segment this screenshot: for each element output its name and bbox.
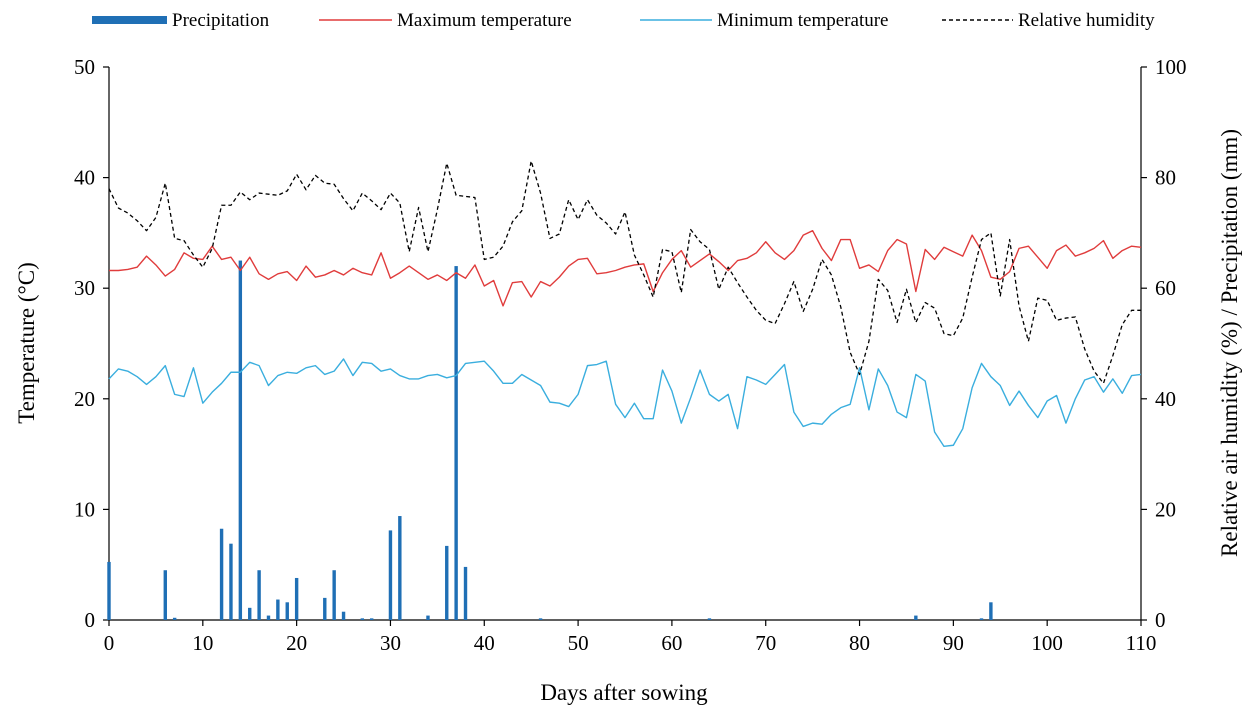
- precipitation-bar: [914, 615, 918, 620]
- x-tick-label: 40: [474, 631, 495, 655]
- minimum-temperature-line: [108, 358, 1142, 448]
- x-axis-title: Days after sowing: [540, 680, 708, 705]
- x-tick-label: 80: [849, 631, 870, 655]
- legend-label-maximum-temperature: Maximum temperature: [397, 10, 572, 31]
- legend-swatch-precipitation: [92, 16, 167, 24]
- legend-label-precipitation: Precipitation: [172, 10, 270, 31]
- relative-humidity-line: [108, 160, 1141, 384]
- precipitation-bar: [257, 570, 261, 620]
- precipitation-bar: [229, 543, 233, 620]
- precipitation-bar: [172, 617, 177, 620]
- y-tick-label-left: 0: [85, 608, 96, 632]
- y-axis-left-title: Temperature (°C): [14, 262, 39, 423]
- precipitation-bar: [219, 528, 224, 620]
- y-tick-label-right: 100: [1155, 55, 1187, 79]
- x-tick-label: 0: [104, 631, 115, 655]
- legend-label-minimum-temperature: Minimum temperature: [717, 10, 888, 31]
- precipitation-bar: [538, 618, 543, 620]
- precipitation-bar: [463, 566, 468, 620]
- y-tick-label-right: 80: [1155, 166, 1176, 190]
- y-tick-label-right: 20: [1155, 497, 1176, 521]
- series-lines: [108, 160, 1142, 448]
- y-tick-label-right: 0: [1155, 608, 1166, 632]
- x-tick-label: 30: [380, 631, 401, 655]
- y-tick-label-left: 50: [74, 55, 95, 79]
- y-tick-label-right: 40: [1155, 387, 1176, 411]
- x-tick-label: 100: [1031, 631, 1063, 655]
- precipitation-bar: [248, 607, 252, 620]
- y-axis-right-title: Relative air humidity (%) / Precipitatio…: [1217, 129, 1242, 557]
- precipitation-bar: [388, 530, 393, 620]
- precipitation-bar: [369, 618, 374, 620]
- x-tick-label: 50: [568, 631, 589, 655]
- precipitation-bar: [341, 611, 346, 620]
- legend-label-relative-humidity: Relative humidity: [1018, 10, 1155, 31]
- precipitation-bar: [238, 260, 243, 620]
- precipitation-bar: [989, 602, 993, 620]
- precipitation-bar: [276, 599, 280, 620]
- precipitation-bar: [360, 618, 365, 620]
- precipitation-bar: [163, 570, 167, 620]
- precipitation-bar: [266, 615, 271, 620]
- axes: 0 10 20 30 40 50 60 70 80 90 100 110010203040500204…: [74, 55, 1187, 655]
- x-tick-label: 20: [286, 631, 307, 655]
- precipitation-bar: [332, 570, 336, 620]
- x-tick-label: 90: [943, 631, 964, 655]
- precipitation-bar: [294, 577, 299, 620]
- precipitation-bar: [426, 615, 430, 620]
- maximum-temperature-line: [109, 229, 1142, 307]
- precipitation-bar: [107, 561, 111, 620]
- x-tick-label: 60: [661, 631, 682, 655]
- y-tick-label-left: 10: [74, 497, 95, 521]
- x-tick-label: 110: [1126, 631, 1157, 655]
- y-tick-label-left: 30: [74, 276, 95, 300]
- precipitation-bar: [445, 545, 449, 620]
- precipitation-bar: [285, 602, 289, 620]
- precipitation-bar: [398, 516, 402, 620]
- y-tick-label-left: 20: [74, 387, 95, 411]
- precipitation-bar: [323, 597, 327, 620]
- x-tick-label: 10: [192, 631, 213, 655]
- legend: Precipitation Maximum temperature Minimum …: [92, 10, 1155, 31]
- precipitation-bar: [979, 618, 984, 620]
- precipitation-bar: [454, 266, 458, 620]
- x-tick-label: 70: [755, 631, 776, 655]
- y-tick-label-left: 40: [74, 166, 95, 190]
- precipitation-bar: [707, 618, 712, 620]
- precipitation-bars: [107, 260, 993, 620]
- y-tick-label-right: 60: [1155, 276, 1176, 300]
